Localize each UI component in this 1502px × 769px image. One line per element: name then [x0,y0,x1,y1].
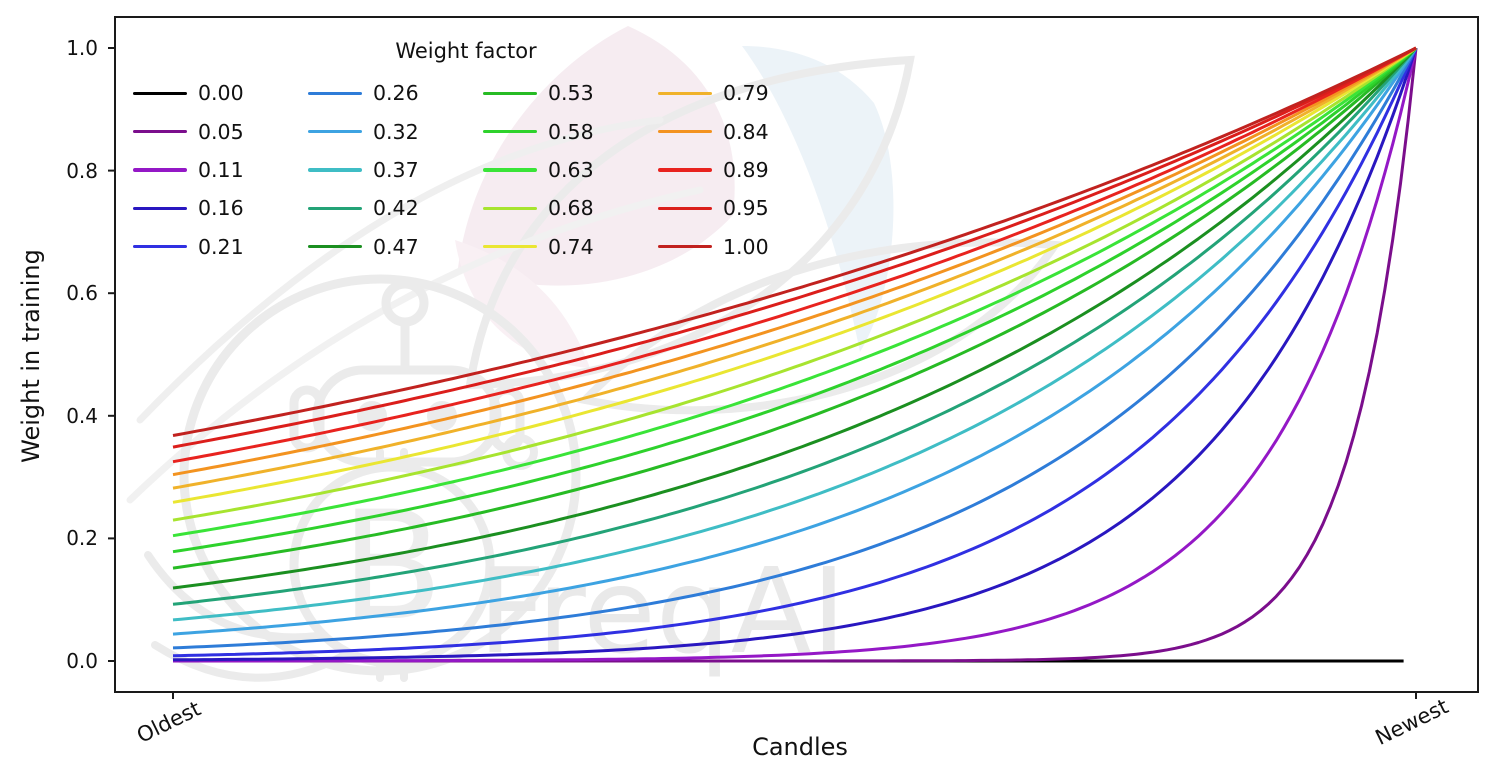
curve-weight-factor-0.58 [172,46,1417,554]
legend-label: 0.00 [198,81,244,106]
legend-label: 0.63 [548,157,594,182]
legend-line-swatch [658,168,712,172]
legend-item-0.74: 0.74 [483,228,658,266]
legend-label: 0.16 [198,196,244,221]
curve-weight-factor-0.63 [172,46,1417,538]
legend-item-0.47: 0.47 [308,228,483,266]
legend-item-0.68: 0.68 [483,189,658,227]
legend-label: 0.47 [373,234,419,259]
legend-label: 0.37 [373,157,419,182]
curve-weight-factor-0.16 [173,47,1418,662]
watermark-freqai-text: FreqAI [478,542,846,680]
curve-weight-factor-0.79 [172,46,1417,490]
curve-weight-factor-0.74 [172,46,1417,504]
legend-line-swatch [133,245,187,249]
curve-weight-factor-0.53 [172,46,1418,570]
curve-weight-factor-0.42 [172,47,1418,606]
curve-weight-factor-0.84 [172,46,1417,477]
legend-item-0.37: 0.37 [308,151,483,189]
legend-line-swatch [483,206,537,210]
x-axis-label: Candles [752,733,848,761]
legend-line-swatch [133,129,187,134]
curve-weight-factor-0.95 [172,46,1417,449]
legend-item-0.05: 0.05 [133,112,308,150]
legend-line-swatch [308,91,362,95]
legend-label: 0.05 [198,119,244,144]
y-tick-label: 0.2 [66,526,98,551]
legend-item-0.53: 0.53 [483,74,658,112]
legend-item-0.11: 0.11 [133,151,308,189]
y-axis-label: Weight in training [17,249,45,463]
watermark-leaves [455,26,894,368]
y-tick-label: 0.6 [66,281,98,306]
legend-item-0.32: 0.32 [308,112,483,150]
curve-weight-factor-0.68 [172,46,1417,522]
legend-line-swatch [658,91,712,95]
curve-weight-factor-0.32 [172,47,1418,636]
legend-line-swatch [133,206,187,210]
legend-item-0.26: 0.26 [308,74,483,112]
legend-line-swatch [483,129,537,134]
legend-item-0.89: 0.89 [658,151,833,189]
legend-label: 0.21 [198,234,244,259]
legend-label: 0.11 [198,157,244,182]
legend-line-swatch [133,168,187,172]
plot-border [114,16,1479,693]
legend-title: Weight factor [395,39,537,63]
y-tick-label: 1.0 [66,36,98,60]
legend-line-swatch [483,168,537,172]
legend-line-swatch [133,91,187,95]
legend-item-0.42: 0.42 [308,189,483,227]
y-tick-label: 0.0 [66,649,98,673]
legend-label: 0.32 [373,119,419,144]
legend-label: 0.84 [723,119,769,144]
legend-label: 0.58 [548,119,594,144]
legend-item-0.16: 0.16 [133,189,308,227]
legend-label: 0.53 [548,81,594,106]
curve-weight-factor-0.89 [172,46,1417,464]
legend-item-0.79: 0.79 [658,74,833,112]
legend-item-0.84: 0.84 [658,112,833,150]
legend-item-0.58: 0.58 [483,112,658,150]
y-tick-label: 0.8 [66,158,98,183]
legend-item-0.63: 0.63 [483,151,658,189]
legend-label: 0.74 [548,234,594,259]
legend-line-swatch [658,129,712,134]
legend-label: 0.42 [373,196,419,221]
legend-label: 0.95 [723,196,769,221]
legend-line-swatch [308,206,362,210]
legend-line-swatch [658,245,712,249]
legend-item-1.00: 1.00 [658,228,833,266]
curve-weight-factor-0.47 [172,46,1418,590]
curve-weight-factor-1.00 [172,46,1417,437]
legend-line-swatch [308,168,362,172]
legend-item-0.95: 0.95 [658,189,833,227]
watermark-logo [126,55,1063,682]
watermark-bitcoin-symbol: B [341,480,444,654]
curve-weight-factor-0.26 [172,47,1418,650]
legend-label: 0.89 [723,157,769,182]
legend-item-0.21: 0.21 [133,228,308,266]
legend-line-swatch [483,91,537,95]
curve-weight-factor-0.11 [173,47,1418,663]
curve-weight-factor-0.21 [172,47,1418,658]
legend-item-0.00: 0.00 [133,74,308,112]
legend-line-swatch [308,245,362,249]
legend: 0.00 0.05 0.11 0.16 0.21 0.26 0.32 0.37 0.42 0.47… [133,74,833,266]
legend-label: 0.68 [548,196,594,221]
curve-group [172,46,1418,663]
legend-line-swatch [308,129,362,134]
legend-label: 1.00 [723,234,769,259]
tick-marks [108,47,1417,699]
legend-line-swatch [658,206,712,210]
y-tick-label: 0.4 [66,403,98,428]
legend-line-swatch [483,245,537,249]
legend-label: 0.26 [373,81,419,106]
legend-label: 0.79 [723,81,769,106]
curve-weight-factor-0.37 [172,47,1418,622]
